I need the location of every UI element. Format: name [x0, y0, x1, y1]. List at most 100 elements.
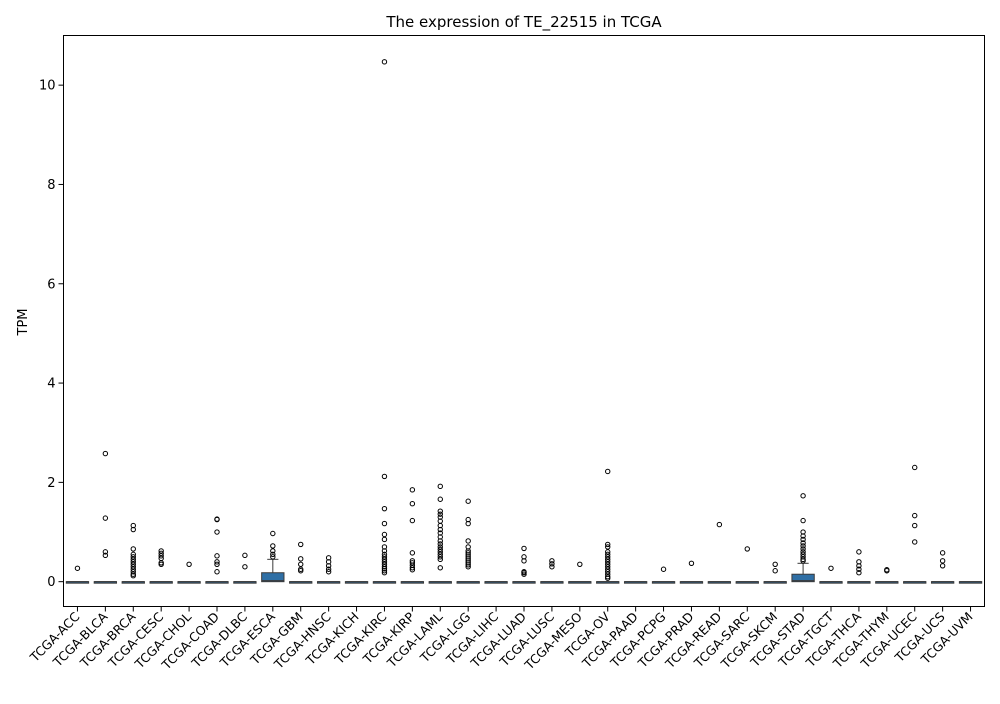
- outlier-point: [381, 559, 388, 565]
- outlier-point: [800, 533, 806, 539]
- outlier-point: [298, 556, 304, 562]
- outlier-point: [605, 575, 611, 581]
- outlier-point: [298, 568, 304, 574]
- outlier-point: [102, 549, 109, 555]
- outlier-point: [214, 529, 220, 535]
- outlier-point: [465, 520, 471, 527]
- outlier-point: [437, 554, 443, 560]
- outlier-point: [214, 559, 220, 565]
- outlier-point: [298, 561, 304, 567]
- outlier-point: [856, 570, 862, 576]
- y-tick-label: 4: [47, 377, 55, 392]
- outlier-point: [74, 565, 81, 571]
- outlier-point: [605, 541, 611, 548]
- outlier-point: [437, 508, 443, 514]
- outlier-point: [409, 560, 416, 566]
- outlier-point: [884, 568, 890, 574]
- outlier-point: [437, 556, 443, 563]
- outlier-point: [437, 544, 443, 550]
- outlier-point: [130, 564, 136, 570]
- outlier-point: [605, 561, 611, 567]
- box: [261, 572, 285, 583]
- outlier-point: [298, 541, 304, 548]
- outlier-point: [465, 538, 471, 544]
- outlier-point: [605, 554, 611, 560]
- outlier-point: [158, 553, 164, 559]
- outlier-point: [437, 551, 443, 558]
- outlier-point: [102, 515, 109, 521]
- outlier-point: [939, 550, 946, 556]
- outlier-point: [270, 543, 276, 549]
- outlier-point: [437, 526, 443, 533]
- outlier-point: [409, 567, 416, 573]
- outlier-point: [130, 551, 136, 558]
- outlier-point: [828, 565, 834, 571]
- outlier-point: [856, 563, 862, 569]
- outlier-point: [465, 562, 471, 568]
- outlier-point: [437, 549, 443, 555]
- outlier-point: [437, 538, 443, 544]
- outlier-point: [270, 548, 276, 554]
- outlier-point: [270, 554, 276, 560]
- outlier-point: [800, 517, 806, 524]
- outlier-point: [325, 563, 332, 569]
- outlier-point: [214, 561, 220, 567]
- outlier-point: [800, 546, 806, 552]
- outlier-point: [381, 536, 388, 543]
- outlier-point: [130, 561, 136, 567]
- outlier-point: [772, 561, 778, 567]
- outlier-point: [605, 544, 611, 550]
- outlier-point: [409, 550, 416, 556]
- outlier-point: [912, 512, 918, 519]
- outlier-point: [605, 559, 611, 565]
- y-axis-label: TPM: [16, 309, 31, 337]
- outlier-point: [856, 549, 862, 555]
- outlier-point: [102, 552, 109, 559]
- outlier-point: [660, 566, 667, 572]
- outlier-point: [800, 543, 806, 549]
- outlier-point: [130, 554, 136, 560]
- outlier-point: [214, 516, 220, 523]
- outlier-point: [465, 498, 471, 504]
- outlier-point: [437, 546, 443, 553]
- outlier-point: [381, 551, 388, 558]
- outlier-point: [521, 545, 527, 552]
- outlier-point: [381, 556, 388, 563]
- outlier-point: [549, 564, 555, 570]
- outlier-point: [130, 526, 136, 533]
- outlier-point: [381, 568, 388, 574]
- outlier-point: [130, 546, 136, 552]
- outlier-point: [381, 570, 388, 576]
- outlier-point: [409, 487, 416, 493]
- outlier-point: [800, 536, 806, 543]
- outlier-point: [409, 517, 416, 524]
- outlier-point: [437, 483, 443, 490]
- outlier-point: [381, 531, 388, 538]
- outlier-point: [912, 464, 918, 471]
- outlier-point: [130, 573, 136, 579]
- outlier-point: [381, 59, 388, 65]
- outlier-point: [409, 565, 416, 571]
- outlier-point: [437, 565, 443, 571]
- outlier-point: [521, 571, 527, 577]
- outlier-point: [605, 566, 611, 572]
- outlier-point: [605, 564, 611, 570]
- outlier-point: [605, 549, 611, 555]
- outlier-point: [381, 554, 388, 560]
- y-tick-label: 10: [39, 79, 56, 94]
- outlier-point: [381, 520, 388, 527]
- outlier-point: [186, 561, 192, 567]
- outlier-point: [158, 561, 164, 567]
- outlier-point: [577, 561, 583, 567]
- outlier-point: [130, 556, 136, 563]
- outlier-point: [800, 551, 806, 558]
- y-tick-label: 8: [47, 178, 55, 193]
- outlier-point: [549, 561, 555, 567]
- outlier-point: [437, 541, 443, 547]
- outlier-point: [772, 568, 778, 574]
- y-tick-label: 0: [47, 575, 55, 590]
- outlier-point: [605, 551, 611, 558]
- outlier-point: [158, 548, 164, 554]
